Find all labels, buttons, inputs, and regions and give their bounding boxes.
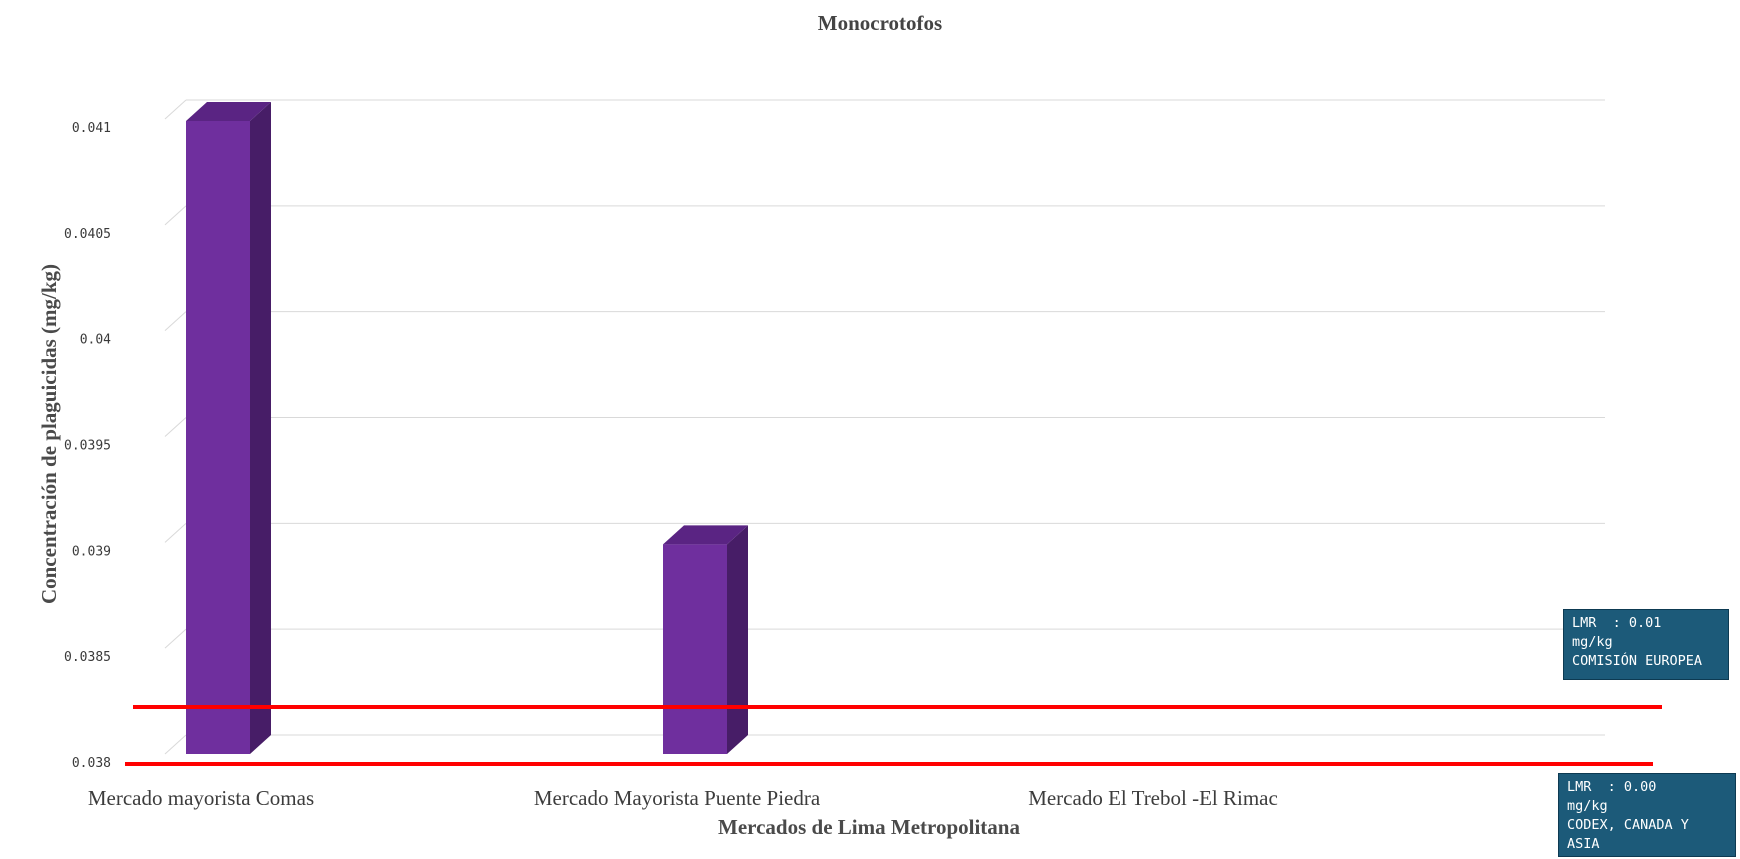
lmr-annotation-eu: LMR : 0.01 mg/kg COMISIÓN EUROPEA [1563,609,1729,680]
x-tick-label: Mercado Mayorista Puente Piedra [534,786,821,810]
y-axis-ticks: 0.038 0.0385 0.039 0.0395 0.04 0.0405 0.041 [64,121,111,771]
bar-side [727,525,748,754]
grid [164,99,1605,755]
chart-title: Monocrotofos [818,11,942,35]
y-tick-label: 0.04 [80,333,111,348]
grid-diagonal [164,628,187,649]
y-axis-title: Concentración de plaguicidas (mg/kg) [37,264,61,604]
lmr-codex-line-2: mg/kg [1567,798,1608,814]
y-tick-label: 0.0405 [64,227,111,242]
grid-diagonal [164,311,187,332]
lmr-eu-line-3: COMISIÓN EUROPEA [1572,653,1703,669]
grid-diagonal [164,417,187,437]
bar-top [186,102,271,121]
y-tick-label: 0.039 [72,544,111,559]
grid-diagonal [164,522,187,543]
y-tick-label: 0.041 [72,121,111,136]
bar-top [663,525,748,545]
lmr-codex-line-4: ASIA [1567,836,1600,852]
lmr-annotation-codex: LMR : 0.00 mg/kg CODEX, CANADA Y ASIA [1558,773,1736,857]
grid-diagonal [164,734,187,755]
x-axis-ticks: Mercado mayorista Comas Mercado Mayorista… [88,786,1278,810]
bar-front [663,544,727,754]
lmr-eu-line-1: LMR : 0.01 [1572,615,1662,631]
y-tick-label: 0.038 [72,756,111,771]
x-tick-label: Mercado El Trebol -El Rimac [1028,786,1278,810]
bar-front [186,121,250,754]
bar-side [250,102,271,754]
lmr-codex-line-1: LMR : 0.00 [1567,779,1657,795]
grid-diagonal [164,205,187,226]
lmr-eu-line-2: mg/kg [1572,634,1613,650]
y-tick-label: 0.0395 [64,439,111,454]
x-tick-label: Mercado mayorista Comas [88,786,314,810]
bars [186,102,748,754]
grid-diagonal [164,99,187,120]
x-axis-title: Mercados de Lima Metropolitana [718,815,1020,839]
lmr-codex-line-3: CODEX, CANADA Y [1567,817,1689,833]
y-tick-label: 0.0385 [64,650,111,665]
reference-lines [125,705,1662,766]
